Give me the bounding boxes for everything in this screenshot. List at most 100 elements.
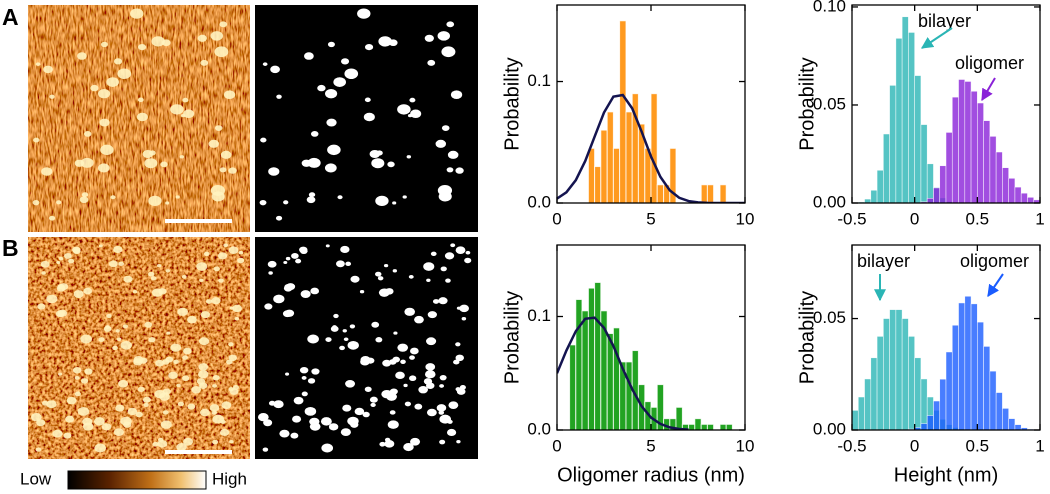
particle xyxy=(100,144,114,156)
particle xyxy=(115,404,125,412)
particle xyxy=(213,266,220,272)
particle xyxy=(284,283,292,290)
particle xyxy=(228,342,234,347)
particle xyxy=(397,343,409,352)
x-tick-label: -0.5 xyxy=(837,209,866,228)
particle xyxy=(77,52,87,60)
particle xyxy=(191,386,201,394)
particle xyxy=(359,290,365,294)
particle xyxy=(66,396,77,405)
particle xyxy=(177,401,184,407)
particle xyxy=(93,417,105,426)
bar xyxy=(995,392,1003,431)
particle xyxy=(438,410,445,415)
particle xyxy=(182,375,190,382)
bar xyxy=(895,309,903,431)
bar xyxy=(989,370,997,431)
particle xyxy=(432,299,440,304)
bar xyxy=(587,147,596,204)
bar xyxy=(926,163,934,204)
particle xyxy=(176,383,181,388)
particle xyxy=(418,386,428,394)
particle xyxy=(450,243,456,248)
bar xyxy=(895,38,903,204)
particle xyxy=(123,275,133,283)
particle xyxy=(403,443,414,452)
particle xyxy=(109,260,118,268)
particle xyxy=(65,415,75,423)
particle xyxy=(448,401,459,409)
particle xyxy=(55,310,65,318)
particle xyxy=(68,258,75,264)
particle xyxy=(228,167,237,174)
bar xyxy=(612,327,621,431)
bar xyxy=(650,93,658,204)
bar xyxy=(1020,192,1028,204)
bar xyxy=(876,336,884,431)
particle xyxy=(444,252,455,260)
particle xyxy=(270,65,280,74)
particle xyxy=(426,382,435,389)
particle xyxy=(179,155,185,159)
particle xyxy=(151,36,165,47)
particle xyxy=(262,62,268,66)
axes-frame xyxy=(851,244,1041,431)
particle xyxy=(339,345,345,351)
particle xyxy=(262,447,269,452)
bar xyxy=(908,336,915,431)
x-tick-label: 0 xyxy=(910,209,919,228)
particle xyxy=(410,347,419,355)
particle xyxy=(276,94,282,99)
bar xyxy=(625,361,633,431)
bar xyxy=(700,423,708,431)
bar xyxy=(958,302,966,431)
y-tick-label: 0.00 xyxy=(813,192,846,211)
particle xyxy=(177,307,189,316)
particle xyxy=(197,34,207,42)
bar xyxy=(870,189,878,204)
particle xyxy=(376,150,383,156)
bar xyxy=(700,184,708,204)
particle xyxy=(144,158,158,169)
particle xyxy=(291,253,299,259)
bar xyxy=(977,321,984,431)
particle xyxy=(136,112,148,122)
particle xyxy=(430,251,437,256)
particle xyxy=(326,118,337,127)
particle xyxy=(137,97,144,103)
particle xyxy=(133,358,143,366)
particle xyxy=(407,113,413,118)
particle xyxy=(173,359,179,364)
particle xyxy=(378,36,392,47)
particle xyxy=(58,256,64,261)
particle xyxy=(219,21,228,28)
particle xyxy=(40,260,50,268)
x-axis-label: Height (nm) xyxy=(894,464,998,486)
particle xyxy=(214,46,229,58)
particle xyxy=(465,250,471,255)
bar xyxy=(864,378,872,431)
bar xyxy=(876,169,884,204)
particle xyxy=(57,283,65,290)
particle xyxy=(52,429,63,438)
annotation: oligomer xyxy=(960,251,1029,271)
particle xyxy=(392,269,397,273)
annotation-arrow xyxy=(921,27,953,49)
particle xyxy=(320,417,332,426)
particle xyxy=(456,440,461,444)
bar xyxy=(933,400,941,431)
particle xyxy=(229,440,234,444)
particle xyxy=(406,155,412,159)
particle xyxy=(122,324,129,329)
particle xyxy=(461,316,467,321)
bar xyxy=(951,324,959,431)
y-axis-label: Probability xyxy=(796,57,818,150)
particle xyxy=(166,331,171,335)
particle xyxy=(311,368,320,375)
particle xyxy=(41,400,49,406)
particle xyxy=(321,443,334,453)
particle xyxy=(360,358,370,366)
particle xyxy=(229,388,239,395)
bar xyxy=(1014,186,1022,204)
particle xyxy=(223,90,236,100)
